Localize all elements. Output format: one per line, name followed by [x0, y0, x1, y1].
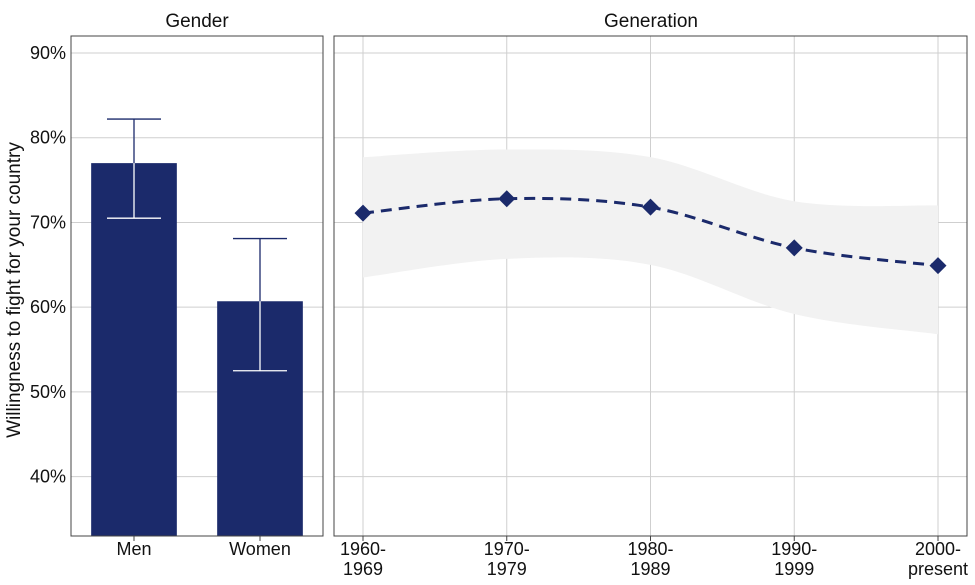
generation-panel-x-ticks: 1960-1969 1970-1979 1980-1989 1990-1999 2000…: [340, 536, 968, 579]
x-tick-label: 1960-: [340, 539, 386, 559]
gender-panel-x-ticks: Men Women: [116, 536, 291, 559]
x-tick-label: Women: [229, 539, 291, 559]
x-tick-label: Men: [116, 539, 151, 559]
x-tick-label: 2000-: [915, 539, 961, 559]
gender-panel-bars: [91, 163, 303, 536]
y-axis-ticks: 40% 50% 60% 70% 80% 90%: [30, 43, 66, 487]
y-axis-label: Willingness to fight for your country: [4, 142, 25, 438]
x-tick-label: 1989: [630, 559, 670, 579]
y-tick-label: 50%: [30, 382, 66, 402]
data-point-diamond: [498, 190, 516, 208]
x-tick-label: present: [908, 559, 968, 579]
data-point-diamond: [354, 204, 372, 222]
bar-men: [91, 163, 177, 536]
x-tick-label: 1969: [343, 559, 383, 579]
y-tick-label: 70%: [30, 212, 66, 232]
x-tick-label: 1970-: [484, 539, 530, 559]
generation-panel-points: [354, 190, 947, 275]
x-tick-label: 1999: [774, 559, 814, 579]
gender-panel-error-bars: [107, 118, 287, 372]
data-point-diamond: [642, 198, 659, 216]
data-point-diamond: [929, 257, 947, 275]
strip-title-generation: Generation: [604, 11, 698, 32]
strip-title-gender: Gender: [165, 11, 229, 32]
y-tick-label: 60%: [30, 297, 66, 317]
x-tick-label: 1979: [487, 559, 527, 579]
data-point-diamond: [785, 239, 803, 257]
x-tick-label: 1990-: [771, 539, 817, 559]
y-tick-label: 80%: [30, 128, 66, 148]
gender-panel-border: [70, 35, 324, 537]
x-tick-label: 1980-: [627, 539, 673, 559]
y-tick-label: 40%: [30, 467, 66, 487]
y-tick-label: 90%: [30, 43, 66, 63]
